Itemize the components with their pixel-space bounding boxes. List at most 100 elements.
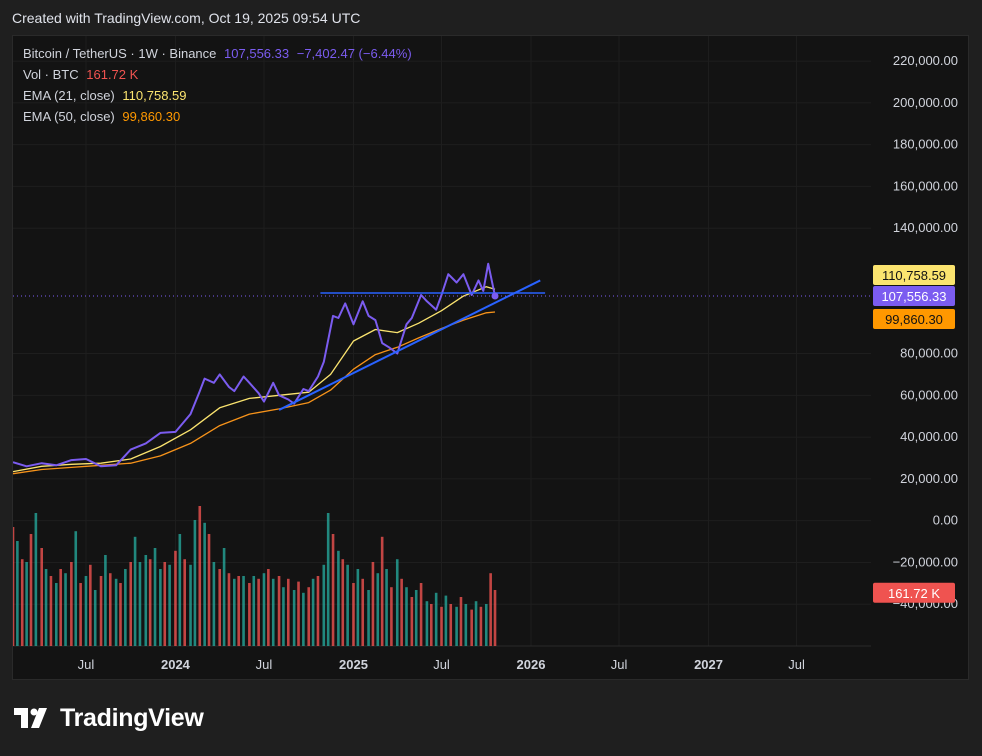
- volume-bar: [429, 604, 433, 646]
- volume-bar: [395, 559, 399, 646]
- volume-bar: [74, 531, 78, 646]
- volume-bar: [419, 583, 423, 646]
- volume-bar: [267, 569, 270, 646]
- volume-bar: [108, 573, 112, 646]
- y-axis-tick-label: 180,000.00: [893, 137, 958, 152]
- volume-bar: [54, 583, 58, 646]
- volume-bar: [410, 597, 414, 646]
- volume-bar: [361, 578, 365, 646]
- volume-bar: [474, 601, 478, 646]
- volume-bar: [242, 576, 245, 646]
- volume-bar: [237, 576, 240, 646]
- volume-bar: [16, 541, 19, 646]
- legend-ema50-row: EMA (50, close) 99,860.30: [23, 109, 184, 124]
- volume-bar: [70, 562, 73, 646]
- volume-bar: [400, 578, 403, 646]
- volume-bar: [459, 597, 463, 646]
- volume-bar: [138, 562, 142, 646]
- volume-bar: [207, 534, 211, 646]
- volume-bar: [297, 581, 300, 646]
- volume-bar: [356, 569, 360, 646]
- legend-volume-row: Vol · BTC 161.72 K: [23, 67, 142, 82]
- volume-bar: [163, 562, 167, 646]
- legend-symbol-row: Bitcoin / TetherUS · 1W · Binance 107,55…: [23, 46, 416, 61]
- y-axis-tick-label: 140,000.00: [893, 220, 958, 235]
- y-axis-tick-label: 200,000.00: [893, 95, 958, 110]
- volume-bar: [174, 550, 177, 646]
- volume-badge-text: 161.72 K: [888, 586, 940, 601]
- volume-bar: [248, 583, 251, 646]
- volume-bar: [311, 578, 315, 646]
- volume-bar: [148, 559, 152, 646]
- volume-bar: [25, 562, 28, 646]
- x-axis-tick-label: 2024: [161, 657, 191, 672]
- legend-volume-value: 161.72 K: [86, 67, 139, 82]
- volume-bar: [99, 576, 103, 646]
- volume-bar: [40, 548, 43, 646]
- volume-bar: [84, 576, 88, 646]
- volume-bar: [455, 606, 458, 646]
- volume-bar: [286, 578, 290, 646]
- price-chart[interactable]: 220,000.00 200,000.00 180,000.00 160,000.00…: [13, 36, 970, 681]
- y-axis-tick-label: 160,000.00: [893, 178, 958, 193]
- volume-bar: [326, 513, 330, 646]
- volume-bar: [371, 562, 375, 646]
- volume-bar: [178, 534, 182, 646]
- chart-created-caption: Created with TradingView.com, Oct 19, 20…: [12, 10, 361, 26]
- x-axis-tick-label: Jul: [256, 657, 273, 672]
- volume-bar: [89, 564, 92, 646]
- volume-bar: [262, 573, 266, 646]
- volume-bar: [489, 573, 492, 646]
- chart-panel[interactable]: 220,000.00 200,000.00 180,000.00 160,000.00…: [12, 35, 969, 680]
- x-axis-tick-label: 2025: [339, 657, 368, 672]
- volume-bar: [193, 520, 197, 646]
- volume-bar: [405, 587, 408, 646]
- volume-bar: [49, 576, 53, 646]
- tradingview-logo-icon: [14, 708, 47, 728]
- volume-bar: [34, 513, 38, 646]
- tradingview-logo: TradingView: [14, 703, 204, 732]
- y-axis-tick-label: 80,000.00: [900, 346, 958, 361]
- trendline-drawing: [278, 279, 541, 411]
- ema50-price-badge-bg: [873, 308, 955, 329]
- ema50-price-badge-text: 99,860.30: [885, 312, 943, 327]
- volume-bar: [282, 587, 285, 646]
- volume-bar: [189, 564, 192, 646]
- y-axis-tick-label: 20,000.00: [900, 471, 958, 486]
- volume-bar: [44, 569, 48, 646]
- x-axis-tick-label: Jul: [433, 657, 450, 672]
- volume-bar: [218, 569, 222, 646]
- volume-bar: [119, 583, 122, 646]
- volume-bar: [129, 562, 133, 646]
- volume-bar: [183, 559, 186, 646]
- ema50-line: [13, 311, 496, 475]
- volume-bar: [227, 573, 231, 646]
- y-axis-tick-label: −20,000.00: [893, 554, 958, 569]
- volume-bar: [331, 534, 335, 646]
- ema21-line: [13, 286, 496, 473]
- volume-bar: [144, 555, 148, 646]
- volume-bar: [222, 548, 226, 646]
- volume-bar: [271, 578, 275, 646]
- y-axis-tick-label: 60,000.00: [900, 387, 958, 402]
- volume-bar: [13, 527, 15, 646]
- volume-bar: [346, 564, 349, 646]
- volume-bar: [341, 559, 345, 646]
- volume-bar: [380, 536, 384, 646]
- tradingview-logo-text: TradingView: [60, 703, 204, 732]
- volume-bar: [414, 590, 418, 646]
- volume-bar: [203, 522, 206, 646]
- volume-bar: [124, 569, 127, 646]
- volume-bar: [233, 578, 236, 646]
- volume-bar: [444, 595, 448, 646]
- ema21-price-badge-text: 110,758.59: [882, 268, 946, 283]
- volume-bar: [257, 578, 260, 646]
- volume-bar: [352, 583, 355, 646]
- current-price-badge-text: 107,556.33: [881, 289, 946, 304]
- volume-bar: [212, 562, 216, 646]
- volume-bar: [484, 604, 488, 646]
- legend-ema21-row: EMA (21, close) 110,758.59: [23, 88, 191, 103]
- volume-badge-bg: [873, 582, 955, 603]
- volume-bar: [59, 569, 62, 646]
- volume-bar: [479, 606, 483, 646]
